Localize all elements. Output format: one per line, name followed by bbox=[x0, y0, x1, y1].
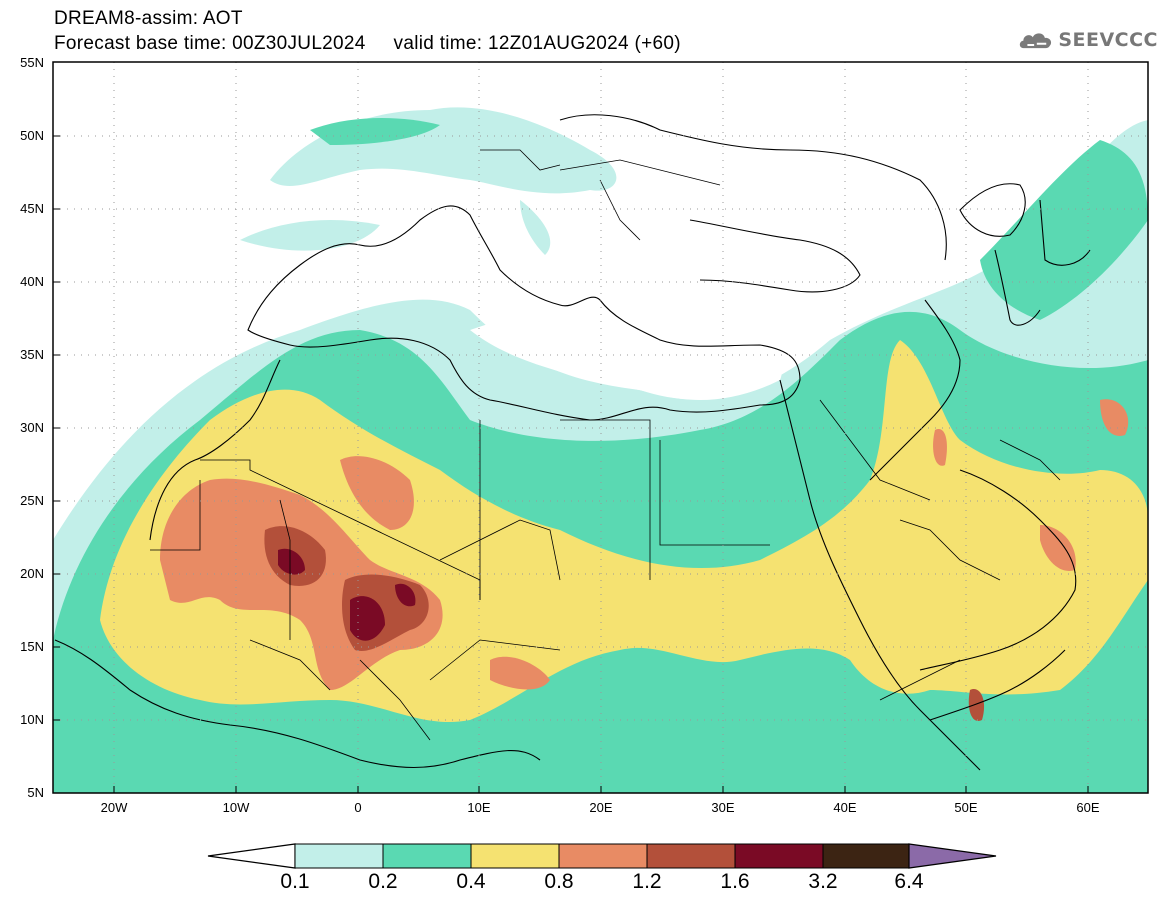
lat-label: 55N bbox=[20, 55, 44, 70]
logo-text: SEEVCCC bbox=[1058, 29, 1158, 51]
lat-label: 30N bbox=[20, 420, 44, 435]
lat-label: 25N bbox=[20, 493, 44, 508]
lon-label: 0 bbox=[354, 800, 362, 815]
lon-label: 20E bbox=[589, 800, 613, 815]
forecast-time-line: Forecast base time: 00Z30JUL2024 valid t… bbox=[54, 33, 681, 54]
lat-label: 10N bbox=[20, 712, 44, 727]
map-title: DREAM8-assim: AOT bbox=[54, 8, 243, 29]
country-borders bbox=[150, 149, 1061, 741]
seevccc-logo: SEEVCCC bbox=[1018, 22, 1158, 58]
colorbar-label: 1.2 bbox=[632, 870, 662, 893]
colorbar-label: 0.8 bbox=[544, 870, 574, 893]
lat-label: 15N bbox=[20, 639, 44, 654]
lat-label: 35N bbox=[20, 347, 44, 362]
lon-label: 50E bbox=[954, 800, 978, 815]
lon-label: 60E bbox=[1076, 800, 1100, 815]
lon-label: 30E bbox=[711, 800, 735, 815]
lon-label: 20W bbox=[100, 800, 128, 815]
lat-label: 40N bbox=[20, 274, 44, 289]
colorbar-label: 6.4 bbox=[894, 870, 924, 893]
lon-label: 10E bbox=[467, 800, 491, 815]
colorbar-label: 0.4 bbox=[456, 870, 486, 893]
colorbar-label: 0.2 bbox=[368, 870, 398, 893]
cloud-icon bbox=[1019, 33, 1052, 49]
colorbar-label: 0.1 bbox=[280, 870, 310, 893]
lat-label: 20N bbox=[20, 566, 44, 581]
lat-label: 45N bbox=[20, 201, 44, 216]
lat-label: 5N bbox=[27, 785, 44, 800]
lon-label: 40E bbox=[833, 800, 857, 815]
coastlines bbox=[54, 114, 1091, 771]
lat-label: 50N bbox=[20, 128, 44, 143]
colorbar-label: 3.2 bbox=[808, 870, 838, 893]
lon-label: 10W bbox=[222, 800, 250, 815]
aot-layer-1.6 bbox=[278, 548, 416, 641]
gridlines bbox=[53, 62, 1148, 793]
colorbar-label: 1.6 bbox=[720, 870, 750, 893]
